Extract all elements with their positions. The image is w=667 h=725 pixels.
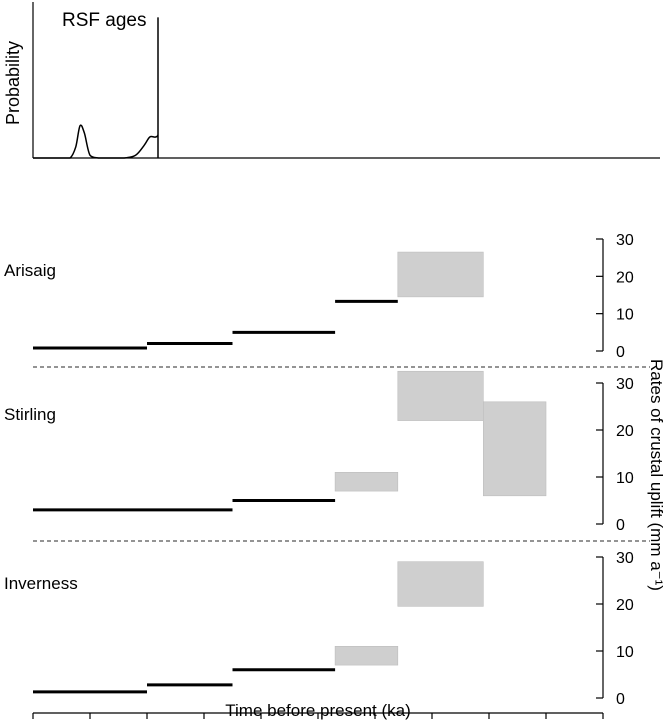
inverness-y-tick-label-30: 30: [616, 550, 634, 567]
arisaig-y-tick-label-10: 10: [616, 307, 634, 324]
inverness-range-box-1: [334, 645, 399, 666]
inverness-title: Inverness: [4, 574, 78, 593]
stirling-y-tick-label-0: 0: [616, 517, 625, 534]
arisaig-range-box-1: [397, 251, 484, 298]
inverness-y-tick-label-10: 10: [616, 644, 634, 661]
stirling-range-box-3: [482, 401, 547, 497]
inverness-panel: Inverness 0 10 20 30: [4, 550, 634, 708]
inverness-range-box-2: [397, 561, 484, 607]
inverness-y-tick-label-0: 0: [616, 691, 625, 708]
inverness-y-tick-label-20: 20: [616, 597, 634, 614]
time-axis-label: Time before present (ka): [225, 701, 411, 720]
probability-y-label: Probability: [3, 41, 23, 125]
arisaig-y-tick-label-30: 30: [616, 232, 634, 249]
stirling-panel: Stirling 0 10 20 30: [4, 370, 634, 534]
probability-density-curve: [32, 17, 159, 159]
arisaig-panel: Arisaig 0 10 20 30: [4, 232, 634, 361]
stirling-y-tick-label-10: 10: [616, 470, 634, 487]
stirling-title: Stirling: [4, 405, 56, 424]
stirling-y-tick-label-20: 20: [616, 423, 634, 440]
stirling-y-tick-label-30: 30: [616, 376, 634, 393]
stirling-range-box-2: [397, 370, 484, 421]
time-axis-ticks: 02468101214161820: [32, 713, 604, 719]
stirling-range-box-1: [334, 471, 399, 492]
arisaig-y-tick-label-0: 0: [616, 344, 625, 361]
probability-panel-title: RSF ages: [62, 10, 146, 31]
uplift-y-label: Rates of crustal uplift (mm a⁻¹): [647, 359, 666, 591]
probability-panel: RSF ages Probability: [3, 2, 660, 159]
uplift-panels: 02468101214161820 Time before present (k…: [4, 232, 666, 720]
arisaig-y-tick-label-20: 20: [616, 269, 634, 286]
arisaig-title: Arisaig: [4, 261, 56, 280]
